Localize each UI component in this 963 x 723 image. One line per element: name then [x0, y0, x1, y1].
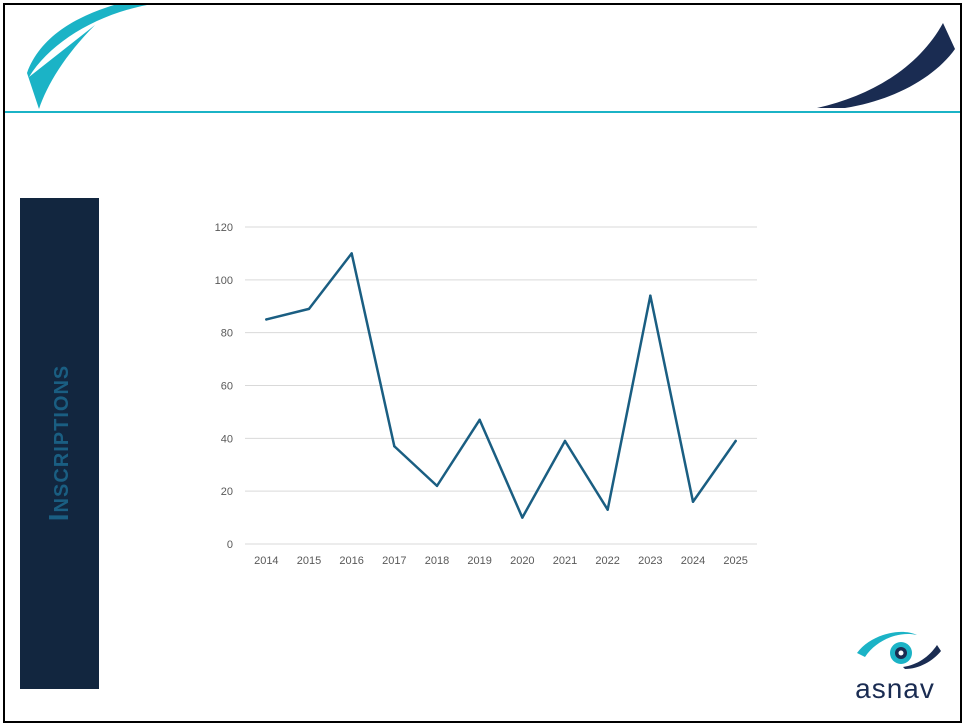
- asnav-logo: asnav: [845, 623, 955, 718]
- data-point: [308, 308, 310, 310]
- x-tick-label: 2018: [425, 555, 449, 567]
- x-tick-label: 2023: [638, 555, 662, 567]
- eye-logo-icon: [845, 623, 945, 673]
- x-tick-label: 2016: [339, 555, 363, 567]
- data-point: [436, 485, 438, 487]
- y-tick-label: 80: [221, 328, 233, 340]
- x-tick-label: 2015: [297, 555, 321, 567]
- x-tick-label: 2020: [510, 555, 534, 567]
- y-tick-label: 60: [221, 381, 233, 393]
- x-tick-label: 2021: [553, 555, 577, 567]
- data-point: [478, 419, 480, 421]
- logo-text: asnav: [845, 673, 945, 705]
- x-tick-label: 2019: [467, 555, 491, 567]
- slide: Inscriptions 0 20 40 60 80 100 120 2014 2015 2016…: [3, 3, 962, 723]
- y-tick-label: 40: [221, 433, 233, 445]
- y-tick-label: 0: [227, 539, 233, 551]
- data-point: [692, 501, 694, 503]
- x-tick-label: 2024: [681, 555, 705, 567]
- data-point: [649, 294, 651, 296]
- y-tick-label: 20: [221, 486, 233, 498]
- data-point: [521, 516, 523, 518]
- data-point: [265, 318, 267, 320]
- data-point: [606, 508, 608, 510]
- x-tick-label: 2022: [595, 555, 619, 567]
- y-tick-label: 120: [215, 222, 233, 234]
- x-tick-label: 2025: [723, 555, 747, 567]
- y-tick-label: 100: [215, 275, 233, 287]
- data-point: [350, 252, 352, 254]
- x-tick-label: 2017: [382, 555, 406, 567]
- x-tick-label: 2014: [254, 555, 278, 567]
- line-chart: 0 20 40 60 80 100 120 2014 2015 2016 2017 2018 2019 2…: [5, 5, 960, 721]
- data-point: [734, 440, 736, 442]
- data-point: [393, 445, 395, 447]
- data-point: [564, 440, 566, 442]
